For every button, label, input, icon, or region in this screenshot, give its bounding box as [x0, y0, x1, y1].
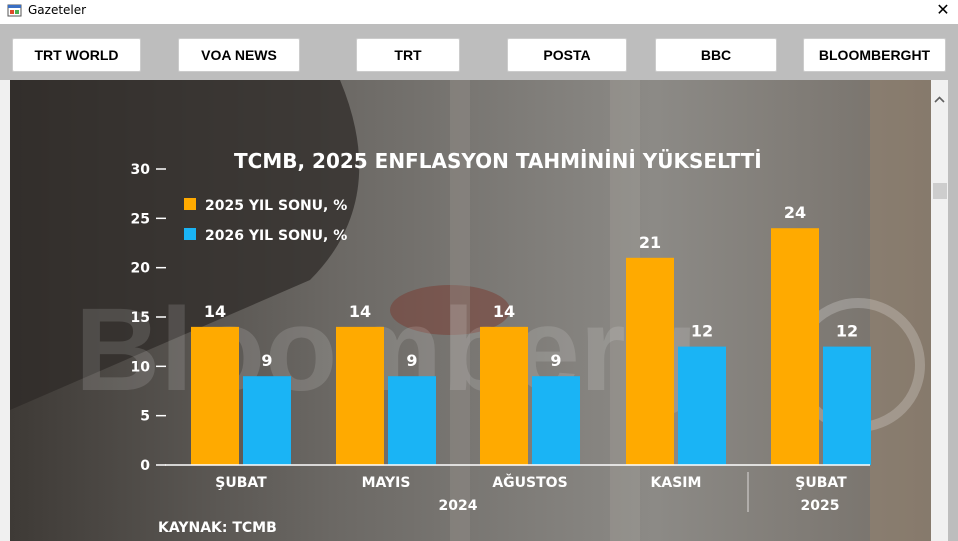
source-label: KAYNAK: TCMB	[158, 520, 277, 536]
chart-title: TCMB, 2025 ENFLASYON TAHMİNİNİ YÜKSELTTİ	[234, 149, 762, 173]
bar-2025	[480, 326, 528, 465]
news-image-panel: Bloomberg TCMB, 2025 ENFLASYON TAHMİNİNİ…	[10, 80, 931, 541]
toolbar: TRT WORLD VOA NEWS TRT POSTA BBC BLOOMBE…	[0, 24, 958, 80]
window-edge	[948, 80, 958, 541]
legend-label-2026: 2026 YIL SONU, %	[205, 228, 347, 244]
y-tick-label: 5	[140, 409, 150, 425]
bar-2026	[823, 346, 871, 465]
y-tick-label: 0	[140, 458, 150, 474]
y-tick-label: 20	[131, 261, 151, 277]
bar-value-label: 9	[550, 351, 561, 370]
legend-swatch-2025	[184, 198, 196, 210]
bar-value-label: 12	[691, 322, 713, 341]
bar-2025	[771, 228, 819, 465]
bar-2026	[532, 376, 580, 465]
voa-news-button[interactable]: VOA NEWS	[178, 38, 300, 72]
year-label-2024: 2024	[439, 498, 478, 514]
bar-value-label: 12	[836, 322, 858, 341]
trt-button[interactable]: TRT	[356, 38, 460, 72]
bar-value-label: 9	[261, 351, 272, 370]
bar-2025	[191, 326, 239, 465]
bar-2026	[388, 376, 436, 465]
bar-2025	[626, 257, 674, 465]
legend-label-2025: 2025 YIL SONU, %	[205, 198, 347, 214]
bar-value-label: 24	[784, 203, 806, 222]
news-image: Bloomberg TCMB, 2025 ENFLASYON TAHMİNİNİ…	[10, 80, 931, 541]
photo-arm-shape	[10, 80, 360, 410]
bar-value-label: 14	[349, 302, 371, 321]
year-label-2025: 2025	[801, 498, 840, 514]
photo-shelf-3	[870, 80, 931, 541]
x-tick-label: ŞUBAT	[795, 475, 847, 491]
app-icon	[7, 4, 22, 17]
bar-value-label: 14	[204, 302, 226, 321]
vertical-scrollbar[interactable]	[931, 80, 948, 541]
y-tick-label: 25	[131, 211, 150, 227]
title-bar: Gazeteler ✕	[0, 0, 958, 24]
x-tick-label: ŞUBAT	[215, 475, 267, 491]
bloomberght-button[interactable]: BLOOMBERGHT	[803, 38, 946, 72]
x-tick-label: MAYIS	[362, 475, 411, 491]
bar-2026	[678, 346, 726, 465]
legend-swatch-2026	[184, 228, 196, 240]
photo-cart-handle	[390, 285, 510, 335]
window-title: Gazeteler	[28, 3, 87, 17]
watermark-text: Bloomberg	[75, 284, 698, 416]
bar-value-label: 21	[639, 233, 661, 252]
bar-2026	[243, 376, 291, 465]
bbc-button[interactable]: BBC	[655, 38, 777, 72]
close-icon[interactable]: ✕	[936, 0, 950, 19]
y-tick-label: 15	[131, 310, 150, 326]
bar-value-label: 14	[493, 302, 515, 321]
x-tick-label: AĞUSTOS	[492, 473, 567, 491]
bar-2025	[336, 326, 384, 465]
x-tick-label: KASIM	[651, 475, 702, 491]
posta-button[interactable]: POSTA	[507, 38, 627, 72]
trt-world-button[interactable]: TRT WORLD	[12, 38, 141, 72]
scroll-up-icon[interactable]	[931, 92, 948, 108]
y-tick-label: 10	[131, 359, 151, 375]
bar-value-label: 9	[406, 351, 417, 370]
y-tick-label: 30	[131, 162, 151, 178]
scroll-thumb[interactable]	[933, 183, 947, 199]
photo-shelf-1	[450, 80, 470, 541]
